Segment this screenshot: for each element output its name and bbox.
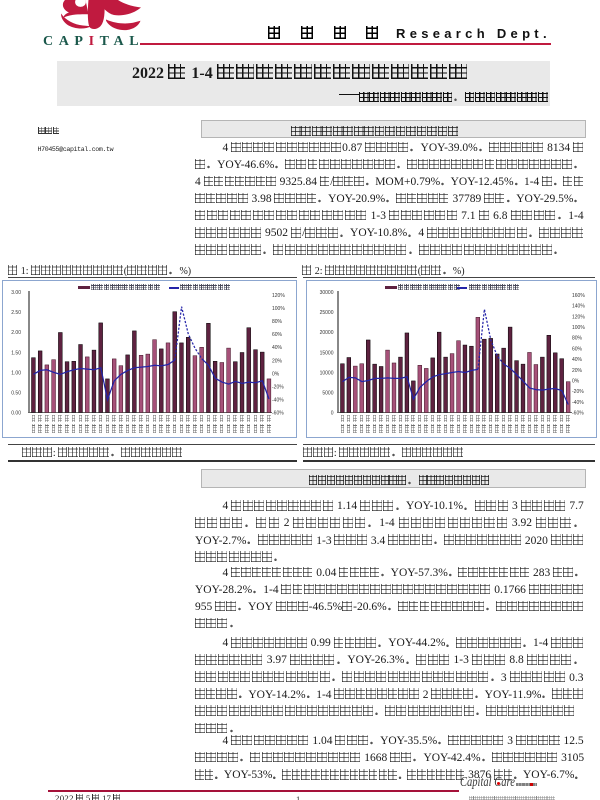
svg-text:100%: 100% (272, 306, 285, 312)
svg-text:-60%: -60% (572, 411, 584, 417)
svg-text:15000: 15000 (320, 350, 334, 356)
svg-text:60%: 60% (572, 346, 583, 352)
svg-text:0: 0 (331, 411, 334, 417)
svg-text:1.00: 1.00 (11, 370, 21, 376)
svg-text:3.00: 3.00 (11, 290, 21, 296)
svg-text:20000: 20000 (320, 330, 334, 336)
svg-text:100%: 100% (572, 325, 585, 331)
svg-text:0%: 0% (272, 371, 280, 377)
svg-text:80%: 80% (272, 319, 283, 325)
svg-text:0.00: 0.00 (11, 411, 21, 417)
svg-text:-20%: -20% (572, 389, 584, 395)
svg-text:120%: 120% (272, 293, 285, 299)
svg-text:60%: 60% (272, 332, 283, 338)
svg-text:80%: 80% (572, 336, 583, 342)
svg-text:160%: 160% (572, 293, 585, 299)
svg-text:20%: 20% (272, 358, 283, 364)
svg-text:20%: 20% (572, 368, 583, 374)
svg-text:-40%: -40% (572, 400, 584, 406)
svg-text:5000: 5000 (322, 390, 333, 396)
svg-text:-60%: -60% (272, 411, 284, 417)
svg-text:120%: 120% (572, 314, 585, 320)
svg-text:25000: 25000 (320, 310, 334, 316)
svg-text:2.50: 2.50 (11, 310, 21, 316)
svg-text:40%: 40% (272, 345, 283, 351)
svg-text:10000: 10000 (320, 370, 334, 376)
svg-text:-40%: -40% (272, 397, 284, 403)
svg-text:-20%: -20% (272, 384, 284, 390)
svg-text:40%: 40% (572, 357, 583, 363)
svg-text:2.00: 2.00 (11, 330, 21, 336)
svg-text:1.50: 1.50 (11, 350, 21, 356)
svg-text:140%: 140% (572, 304, 585, 310)
svg-text:30000: 30000 (320, 290, 334, 296)
svg-text:0.50: 0.50 (11, 390, 21, 396)
svg-text:0%: 0% (572, 378, 580, 384)
